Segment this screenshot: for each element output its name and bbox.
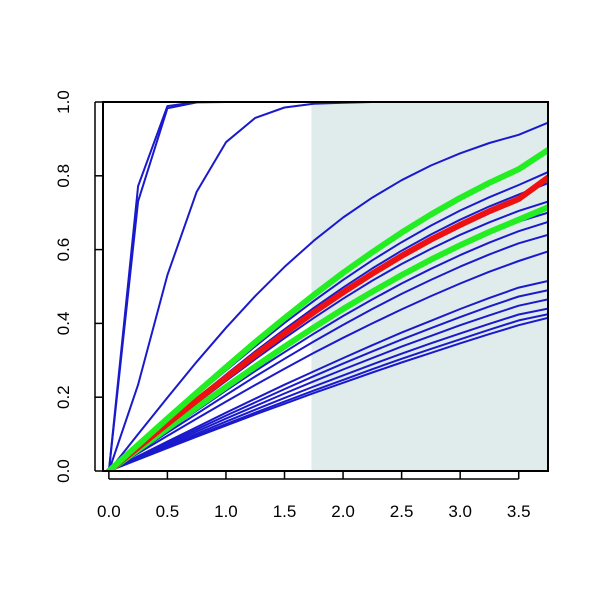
series-line-13-blue <box>107 298 548 471</box>
y-tick-label: 0.8 <box>54 164 73 188</box>
y-tick-label: 0.2 <box>54 385 73 409</box>
series-line-2-blue <box>107 102 548 471</box>
series-line-1-blue <box>107 102 548 471</box>
x-tick-label: 0.0 <box>97 502 121 521</box>
y-tick-label: 1.0 <box>54 90 73 114</box>
series-line-12-blue <box>107 307 548 471</box>
series-line-10-blue <box>107 233 548 471</box>
axis-layer: 0.0 0.5 1.0 1.5 2.0 2.5 3.0 3.5 0.0 0.2 0.4 0.6 0.8 1… <box>54 90 531 521</box>
y-tick-label: 0.6 <box>54 238 73 262</box>
series-line-18-green <box>105 204 548 471</box>
x-tick-label: 1.5 <box>273 502 297 521</box>
series-line-3-blue <box>107 102 548 471</box>
series-layer <box>105 102 548 471</box>
x-tick-label: 1.0 <box>214 502 238 521</box>
series-line-15-blue <box>107 280 548 471</box>
y-tick-label: 0.0 <box>54 459 73 483</box>
x-tick-label: 2.5 <box>390 502 414 521</box>
x-tick-label: 3.0 <box>448 502 472 521</box>
series-line-14-blue <box>107 289 548 471</box>
plot-frame <box>102 101 549 472</box>
series-line-20-green <box>105 147 548 471</box>
series-line-19-red <box>105 174 548 471</box>
series-line-11-blue <box>107 250 548 471</box>
series-line-4-blue <box>107 121 548 471</box>
x-tick-label: 0.5 <box>156 502 180 521</box>
x-tick-label: 2.0 <box>331 502 355 521</box>
y-tick-label: 0.4 <box>54 312 73 336</box>
series-line-17-blue <box>107 313 548 471</box>
x-tick-label: 3.5 <box>507 502 531 521</box>
